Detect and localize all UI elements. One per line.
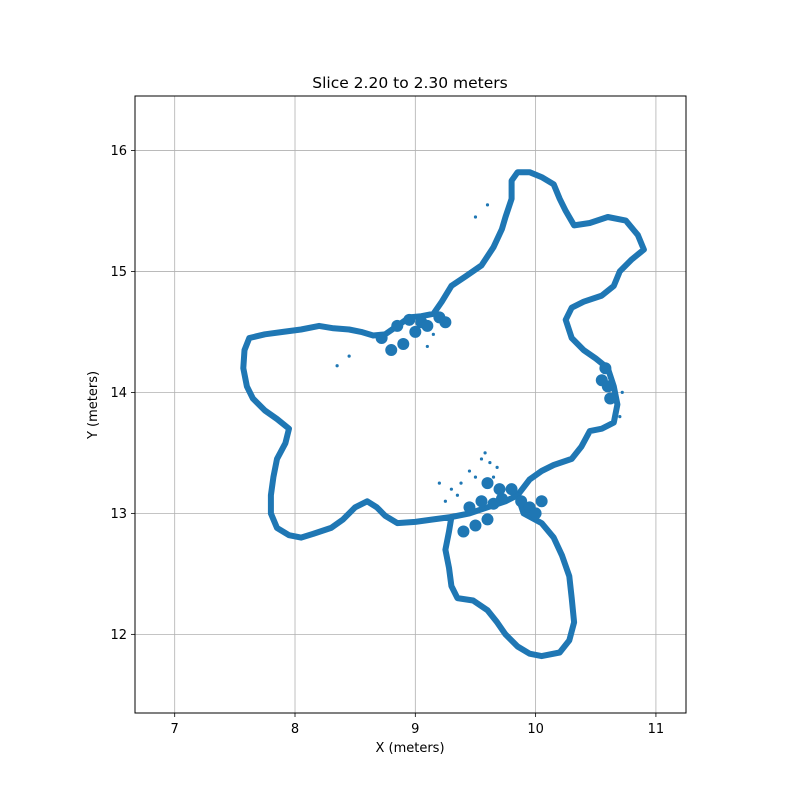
chart-title: Slice 2.20 to 2.30 meters <box>312 74 508 92</box>
scatter-point <box>425 344 429 349</box>
scatter-point <box>485 203 490 207</box>
wall-trace-inner <box>448 492 521 520</box>
cluster-point <box>515 495 528 508</box>
scatter-point <box>473 215 478 219</box>
cluster-point <box>375 331 388 344</box>
cluster-point <box>439 316 452 329</box>
cluster-point <box>475 495 488 508</box>
scatter-point <box>495 465 499 470</box>
x-tick-label: 10 <box>527 722 544 737</box>
plot-frame <box>134 95 687 714</box>
cluster-point <box>397 338 410 351</box>
wall-trace-outline <box>240 169 647 660</box>
cluster-point <box>385 344 398 357</box>
x-tick-label: 11 <box>648 722 665 737</box>
scatter-point <box>488 460 492 465</box>
y-tick-label: 16 <box>110 144 127 159</box>
scatter-point <box>620 390 624 395</box>
cluster-point <box>535 495 548 508</box>
scatter-point <box>479 457 484 461</box>
y-tick-label: 14 <box>110 386 127 401</box>
cluster-point <box>391 319 404 332</box>
cluster-point <box>421 319 434 332</box>
y-axis-label: Y (meters) <box>86 371 101 440</box>
cluster-point <box>481 477 494 490</box>
scatter-point <box>455 493 460 497</box>
scatter-point <box>335 364 339 368</box>
scatter-point <box>437 481 441 485</box>
scatter-point <box>459 481 463 485</box>
scatter-point <box>483 451 487 455</box>
cluster-point <box>409 325 422 338</box>
y-tick-label: 15 <box>110 265 127 280</box>
cluster-point <box>469 519 482 532</box>
cluster-point <box>505 483 518 496</box>
x-tick-label: 7 <box>171 722 179 737</box>
cluster-point <box>599 362 612 375</box>
axis-ticks: 7 8 9 10 11 12 13 14 15 16 <box>110 144 664 737</box>
grid-lines <box>135 96 686 713</box>
y-tick-label: 12 <box>110 628 127 643</box>
cluster-point <box>495 492 508 505</box>
scatter-point <box>347 354 351 358</box>
scatter-point <box>443 499 447 503</box>
cluster-point <box>601 380 614 393</box>
cluster-point <box>457 525 470 538</box>
x-axis-label: X (meters) <box>375 741 444 756</box>
cluster-point <box>463 501 476 514</box>
scatter-point <box>449 487 454 491</box>
cluster-point <box>481 513 494 526</box>
scatter-point <box>491 475 496 479</box>
cluster-point <box>529 507 542 520</box>
data-points <box>240 169 647 660</box>
scatter-point <box>467 469 472 473</box>
scatter-point <box>473 475 478 479</box>
cluster-point <box>403 313 416 326</box>
cluster-point <box>493 483 506 496</box>
cluster-point <box>604 392 617 405</box>
x-tick-label: 8 <box>291 722 299 737</box>
x-tick-label: 9 <box>411 722 419 737</box>
scatter-point <box>431 332 435 336</box>
y-tick-label: 13 <box>110 507 127 522</box>
scatter-point <box>618 414 622 419</box>
